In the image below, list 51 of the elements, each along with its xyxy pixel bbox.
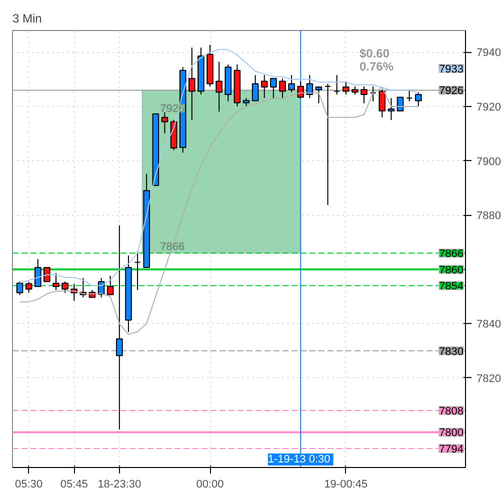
candlestick: [360, 86, 368, 104]
annotation: 1-19-13 0:30: [268, 454, 330, 466]
candlestick: [260, 74, 268, 99]
y-tick-label: 7920: [476, 102, 501, 114]
x-tick-label: 05:30: [15, 478, 43, 490]
candlestick: [414, 92, 422, 107]
ref-line-label: 7926: [439, 85, 464, 98]
chart-title: 3 Min: [12, 12, 42, 26]
ref-line-label: 7800: [439, 427, 464, 440]
annotation: 7866: [160, 241, 185, 254]
candlestick: [116, 224, 123, 430]
y-tick-label: 7840: [476, 318, 501, 331]
x-tick-label: 05:45: [60, 478, 88, 490]
candlestick: [388, 98, 395, 121]
candlestick: [62, 281, 68, 294]
candlestick: [252, 74, 259, 102]
candlestick: [406, 89, 413, 102]
candlestick: [188, 47, 196, 121]
candlestick: [396, 96, 404, 112]
annotation: 7926: [160, 103, 185, 116]
annotation: 0.76%: [360, 60, 394, 74]
candlestick: [216, 61, 222, 112]
candlestick: [297, 80, 304, 99]
x-tick-label: 18-23:30: [98, 478, 142, 490]
candlestick: [342, 80, 350, 96]
x-tick-label: 19-00:45: [324, 478, 368, 490]
ref-line-label: 7794: [439, 444, 464, 456]
candlestick: [134, 250, 141, 290]
candlestick: [378, 89, 386, 118]
y-tick-label: 7820: [476, 372, 501, 385]
candlestick: [106, 275, 114, 296]
ref-line-label: 7830: [439, 346, 464, 358]
candlestick: [324, 83, 332, 206]
candlestick: [270, 78, 277, 99]
y-tick-label: 7900: [476, 156, 501, 168]
candlestick: [25, 281, 32, 294]
candlestick: [16, 281, 24, 296]
text: 7933: [439, 64, 464, 76]
ref-line-label: 7808: [439, 406, 464, 418]
candlestick: [306, 74, 314, 99]
y-tick-label: 7880: [476, 210, 501, 222]
candlestick: [52, 272, 60, 290]
y-tick-label: 7940: [476, 47, 501, 60]
candlestick: [279, 78, 286, 99]
candlestick: [34, 258, 42, 287]
candlestick: [334, 74, 340, 96]
candlestick: [288, 74, 295, 93]
candlestick: [315, 86, 322, 104]
candlestick: [44, 266, 50, 282]
x-tick-label: 00:00: [196, 478, 224, 490]
annotation: $0.60: [360, 46, 390, 60]
